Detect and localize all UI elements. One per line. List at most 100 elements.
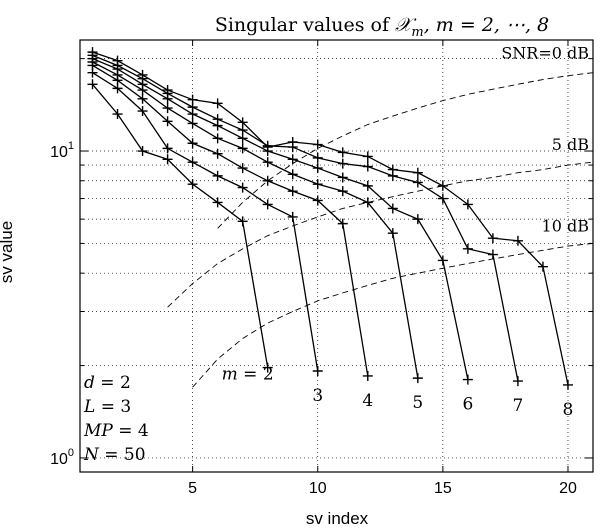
data-point-marker [412,214,423,225]
x-tick-label: 5 [188,480,197,497]
data-point-marker [312,152,323,163]
y-tick-base: 10 [50,451,68,468]
data-point-marker [537,261,548,272]
data-point-marker [187,94,198,105]
parameter-symbol: L [83,397,95,417]
x-tick-label: 20 [559,480,577,497]
data-point-marker [312,195,323,206]
data-point-marker [287,137,298,148]
parameter-value: = 2 [95,373,131,393]
data-point-marker [412,373,423,384]
data-point-marker [362,197,373,208]
data-point-marker [437,180,448,191]
data-point-marker [187,157,198,168]
parameter-symbol: MP [83,421,113,441]
data-point-marker [362,370,373,381]
parameter-annotation: L = 3 [83,397,131,417]
snr-curve [167,161,594,308]
y-axis-label: sv value [0,221,16,283]
parameter-annotation: MP = 4 [83,421,149,441]
data-point-marker [362,151,373,162]
series-line [92,61,419,379]
data-point-marker [337,172,348,183]
data-point-marker [337,218,348,229]
data-point-marker [462,243,473,254]
series-end-label: m = 2 [222,365,274,385]
data-point-marker [412,167,423,178]
data-point-marker [262,157,273,168]
data-point-marker [237,117,248,128]
series-line [92,72,319,372]
data-point-marker [212,197,223,208]
data-point-marker [237,163,248,174]
parameter-symbol: d [84,373,95,393]
series-end-label: 5 [412,393,423,413]
parameter-value: = 4 [113,421,149,441]
series-end-label: 6 [462,395,473,415]
series-end-label: 7 [513,396,524,416]
data-point-marker [212,133,223,144]
y-tick-base: 10 [50,144,68,161]
data-point-marker [162,103,173,114]
data-point-marker [487,249,498,260]
y-tick-exponent: 0 [68,447,74,459]
data-point-marker [87,79,98,90]
data-point-marker [212,114,223,125]
data-point-marker [187,179,198,190]
parameter-value: = 50 [99,445,146,465]
data-point-marker [162,116,173,127]
data-point-marker [112,109,123,120]
series-line [92,64,369,377]
series-label-value: 2 [263,365,274,385]
x-tick-label: 10 [309,480,327,497]
data-point-marker [287,186,298,197]
y-tick-exponent: 1 [68,140,74,152]
snr-label: 10 dB [542,216,589,235]
data-point-marker [262,175,273,186]
data-point-marker [387,164,398,175]
x-tick-label: 15 [434,480,452,497]
title-suffix: , m = 2, ⋯, 8 [424,14,549,36]
y-tick-label: 101 [50,140,74,161]
data-point-marker [262,362,273,373]
data-point-marker [362,180,373,191]
data-point-marker [262,199,273,210]
data-point-marker [412,177,423,188]
series-label-equals: = [238,365,263,385]
data-point-marker [162,154,173,165]
series-lines [87,47,573,390]
data-point-marker [212,98,223,109]
snr-curve [192,242,594,388]
series-end-label: 4 [362,391,373,411]
data-point-marker [312,139,323,150]
data-point-marker [312,366,323,377]
data-point-marker [137,106,148,117]
data-point-marker [362,161,373,172]
snr-curve [217,72,594,229]
data-point-marker [337,158,348,169]
data-point-marker [462,199,473,210]
snr-curves [167,72,594,388]
chart-title: Singular values of 𝒳m, m = 2, ⋯, 8 [215,14,549,40]
series-line [92,83,269,368]
series-end-label: 8 [563,400,574,420]
x-axis-label: sv index [306,509,369,528]
data-point-marker [112,55,123,66]
data-point-marker [262,142,273,153]
data-point-marker [137,146,148,157]
series-end-label: 3 [312,386,323,406]
data-point-marker [437,255,448,266]
parameter-symbol: N [83,445,100,465]
data-point-marker [87,47,98,58]
data-point-marker [312,163,323,174]
data-point-marker [287,154,298,165]
parameter-annotation: d = 2 [84,373,131,393]
data-point-marker [212,148,223,159]
data-point-marker [337,186,348,197]
snr-label: SNR=0 dB [501,44,589,63]
title-prefix: Singular values of [215,14,395,36]
data-point-marker [312,179,323,190]
